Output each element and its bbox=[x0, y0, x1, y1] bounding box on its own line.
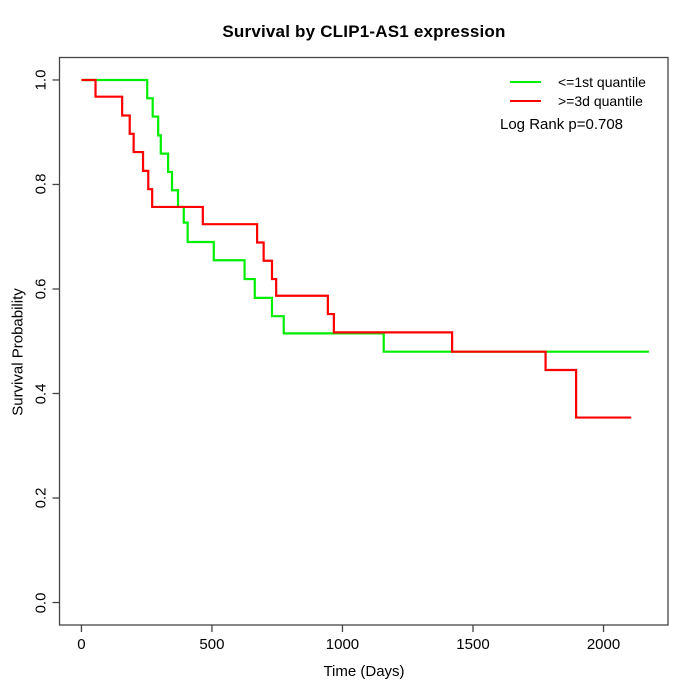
chart-title: Survival by CLIP1-AS1 expression bbox=[222, 22, 506, 41]
y-tick-label: 0.4 bbox=[32, 383, 50, 404]
legend-item-third-quantile: >=3d quantile bbox=[510, 91, 646, 110]
y-tick-label: 0.6 bbox=[32, 278, 50, 300]
y-tick-label: 0.8 bbox=[32, 174, 50, 195]
x-tick-label: 1000 bbox=[325, 636, 360, 653]
x-tick-label: 500 bbox=[199, 636, 225, 653]
x-tick-label: 2000 bbox=[586, 636, 621, 653]
y-axis-title: Survival Probability bbox=[9, 288, 27, 416]
y-tick-label: 1.0 bbox=[32, 69, 50, 91]
x-tick-label: 0 bbox=[77, 636, 86, 653]
legend: <=1st quantile >=3d quantile bbox=[510, 72, 646, 110]
log-rank-annotation: Log Rank p=0.708 bbox=[500, 116, 624, 133]
y-tick-label: 0.2 bbox=[32, 487, 50, 509]
legend-label: <=1st quantile bbox=[558, 73, 646, 90]
survival-curve-high-expression bbox=[81, 78, 632, 419]
y-tick-label: 0.0 bbox=[32, 592, 50, 613]
legend-label: >=3d quantile bbox=[558, 92, 643, 109]
legend-item-first-quantile: <=1st quantile bbox=[510, 72, 646, 91]
survival-curve-low-expression bbox=[81, 78, 649, 353]
x-tick-label: 1500 bbox=[456, 636, 490, 653]
x-axis-title: Time (Days) bbox=[323, 663, 405, 680]
green-line-swatch bbox=[510, 80, 541, 83]
plot-border bbox=[58, 56, 669, 626]
red-line-swatch bbox=[510, 99, 541, 102]
